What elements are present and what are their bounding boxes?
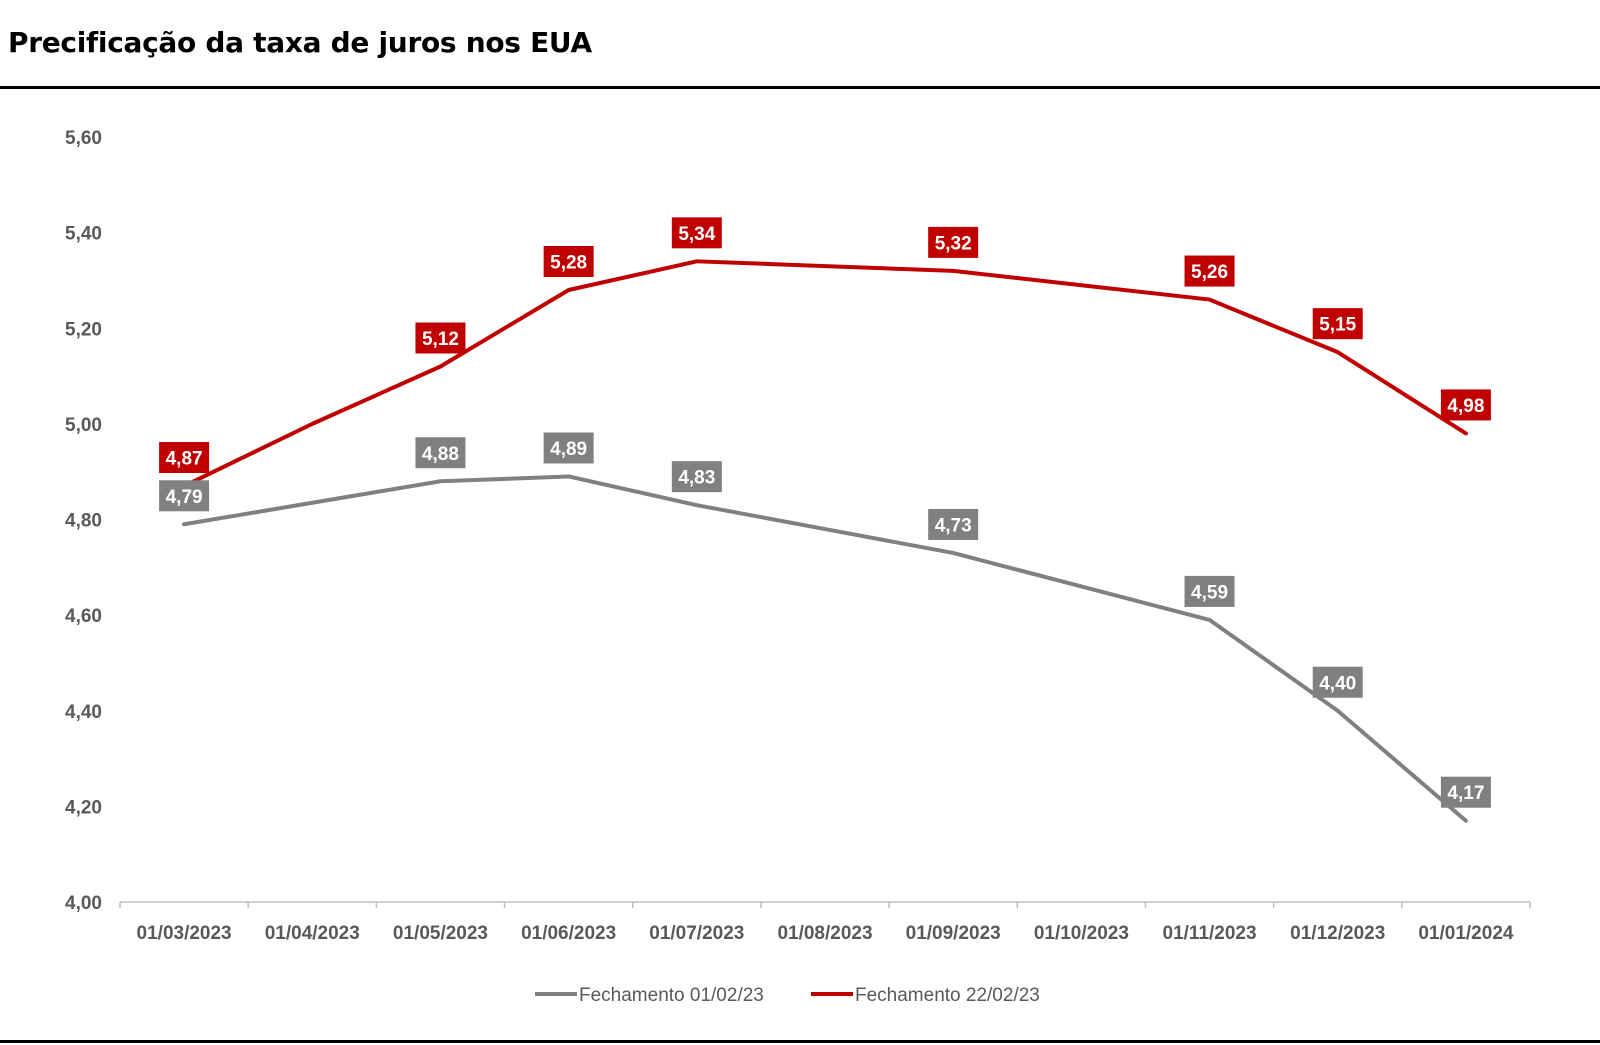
data-label-box bbox=[159, 442, 210, 474]
data-label-text: 4,59 bbox=[1191, 582, 1228, 603]
data-label-box bbox=[543, 432, 594, 464]
y-tick-label: 5,40 bbox=[65, 224, 102, 245]
data-label-box bbox=[543, 246, 594, 277]
data-label-box bbox=[1440, 776, 1491, 808]
data-label: 5,32 bbox=[928, 226, 979, 258]
data-label: 4,79 bbox=[159, 480, 210, 512]
data-label: 4,98 bbox=[1440, 389, 1491, 421]
bottom-divider bbox=[0, 1040, 1600, 1043]
data-label: 4,87 bbox=[159, 442, 210, 474]
data-label-text: 4,87 bbox=[166, 449, 203, 470]
x-axis: 01/03/2023 01/04/2023 01/05/2023 01/06/2023… bbox=[119, 901, 1531, 944]
y-tick-label: 4,40 bbox=[65, 702, 102, 723]
data-label-text: 5,12 bbox=[422, 329, 459, 350]
data-label-text: 4,40 bbox=[1319, 673, 1356, 694]
legend: Fechamento 01/02/23 Fechamento 22/02/23 bbox=[535, 985, 1040, 1006]
data-label-text: 4,79 bbox=[166, 487, 203, 508]
data-label-box bbox=[1184, 575, 1235, 607]
data-label: 4,40 bbox=[1312, 666, 1363, 698]
data-label: 4,59 bbox=[1184, 575, 1235, 607]
y-axis: 4,00 4,20 4,40 4,60 4,80 5,00 5,20 5,40 5,60 bbox=[65, 128, 102, 914]
y-tick-label: 4,80 bbox=[65, 511, 102, 532]
data-label-box bbox=[415, 322, 466, 354]
series-line-1 bbox=[182, 474, 1468, 823]
data-label: 5,26 bbox=[1184, 255, 1235, 287]
data-label-text: 4,98 bbox=[1447, 396, 1484, 417]
data-label-text: 4,17 bbox=[1447, 783, 1484, 804]
y-tick-label: 5,20 bbox=[65, 319, 102, 340]
data-label: 4,89 bbox=[543, 432, 594, 464]
data-label-text: 4,83 bbox=[678, 468, 715, 489]
x-tick-label: 01/06/2023 bbox=[521, 923, 616, 944]
data-label: 5,15 bbox=[1312, 308, 1363, 340]
data-label-box bbox=[671, 217, 722, 249]
y-tick-label: 5,60 bbox=[65, 128, 102, 149]
series-layer bbox=[182, 259, 1468, 823]
data-label-text: 5,15 bbox=[1319, 315, 1356, 336]
x-tick-label: 01/03/2023 bbox=[137, 923, 232, 944]
data-label-text: 5,28 bbox=[550, 253, 587, 274]
data-label-box bbox=[928, 508, 979, 540]
data-label-text: 5,32 bbox=[935, 233, 972, 254]
data-label-box bbox=[415, 437, 466, 469]
data-label: 4,73 bbox=[928, 508, 979, 540]
x-tick-label: 01/11/2023 bbox=[1163, 923, 1257, 944]
data-label-box bbox=[671, 461, 722, 493]
data-label-layer: 4,79 4,88 4,89 4,83 4,73 4,59 4,40 4,17 4,87 5,12… bbox=[159, 217, 1491, 808]
y-tick-label: 5,00 bbox=[65, 415, 102, 436]
data-label: 4,83 bbox=[671, 461, 722, 493]
data-label-box bbox=[1184, 255, 1235, 287]
y-tick-label: 4,60 bbox=[65, 606, 102, 627]
data-label-box bbox=[1440, 389, 1491, 421]
x-tick-label: 01/10/2023 bbox=[1034, 923, 1129, 944]
chart-title: Precificação da taxa de juros nos EUA bbox=[8, 26, 592, 59]
y-tick-label: 4,20 bbox=[65, 797, 102, 818]
x-tick-label: 01/09/2023 bbox=[906, 923, 1001, 944]
x-tick-label: 01/08/2023 bbox=[777, 923, 872, 944]
data-label-text: 4,89 bbox=[550, 439, 587, 460]
data-label-box bbox=[159, 480, 210, 512]
legend-label-2: Fechamento 22/02/23 bbox=[855, 985, 1040, 1006]
x-tick-label: 01/04/2023 bbox=[265, 923, 360, 944]
data-label-box bbox=[1312, 666, 1363, 698]
data-label-text: 4,73 bbox=[935, 515, 972, 536]
x-tick-label: 01/05/2023 bbox=[393, 923, 488, 944]
data-label: 5,34 bbox=[671, 217, 722, 249]
x-tick-label: 01/07/2023 bbox=[649, 923, 744, 944]
x-tick-label: 01/01/2024 bbox=[1418, 923, 1514, 944]
data-label: 5,12 bbox=[415, 322, 466, 354]
data-label: 5,28 bbox=[543, 246, 594, 277]
y-tick-label: 4,00 bbox=[65, 893, 102, 914]
x-tick-label: 01/12/2023 bbox=[1290, 923, 1385, 944]
title-divider bbox=[0, 86, 1600, 89]
data-label-text: 5,26 bbox=[1191, 262, 1228, 283]
data-label: 4,17 bbox=[1440, 776, 1491, 808]
data-label-box bbox=[928, 226, 979, 258]
data-label-box bbox=[1312, 308, 1363, 340]
data-label: 4,88 bbox=[415, 437, 466, 469]
data-label-text: 5,34 bbox=[678, 224, 715, 245]
series-line-2 bbox=[182, 259, 1468, 489]
data-label-text: 4,88 bbox=[422, 444, 459, 465]
legend-label-1: Fechamento 01/02/23 bbox=[579, 985, 764, 1006]
